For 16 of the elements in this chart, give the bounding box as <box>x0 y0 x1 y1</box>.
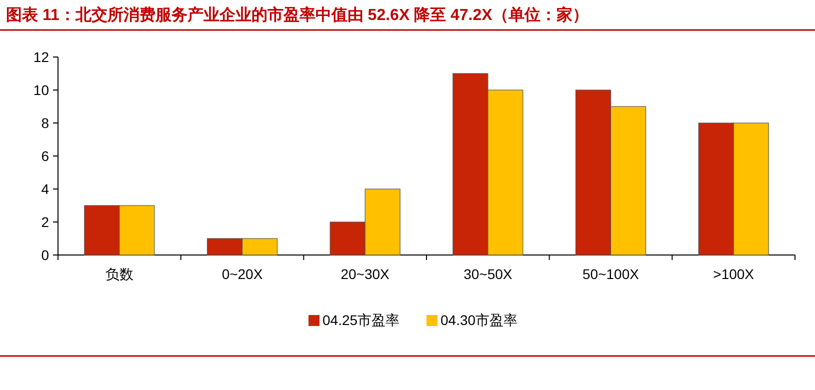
legend-label: 04.25市盈率 <box>322 312 400 328</box>
y-tick-label: 8 <box>41 115 50 131</box>
y-tick-label: 12 <box>33 49 50 65</box>
x-tick-label: 负数 <box>105 266 134 282</box>
legend-label: 04.30市盈率 <box>440 312 518 328</box>
x-tick-label: 50~100X <box>582 266 640 282</box>
y-tick-label: 6 <box>41 148 50 164</box>
y-tick-label: 0 <box>41 247 50 263</box>
chart-title: 图表 11：北交所消费服务产业企业的市盈率中值由 52.6X 降至 47.2X（单位：家） <box>6 5 588 24</box>
x-tick-label: >100X <box>713 266 755 282</box>
x-tick-label: 30~50X <box>464 266 513 282</box>
y-tick-label: 2 <box>41 214 50 230</box>
y-tick-label: 10 <box>33 82 50 98</box>
x-tick-label: 0~20X <box>222 266 264 282</box>
y-tick-label: 4 <box>41 181 50 197</box>
x-tick-label: 20~30X <box>340 266 390 282</box>
